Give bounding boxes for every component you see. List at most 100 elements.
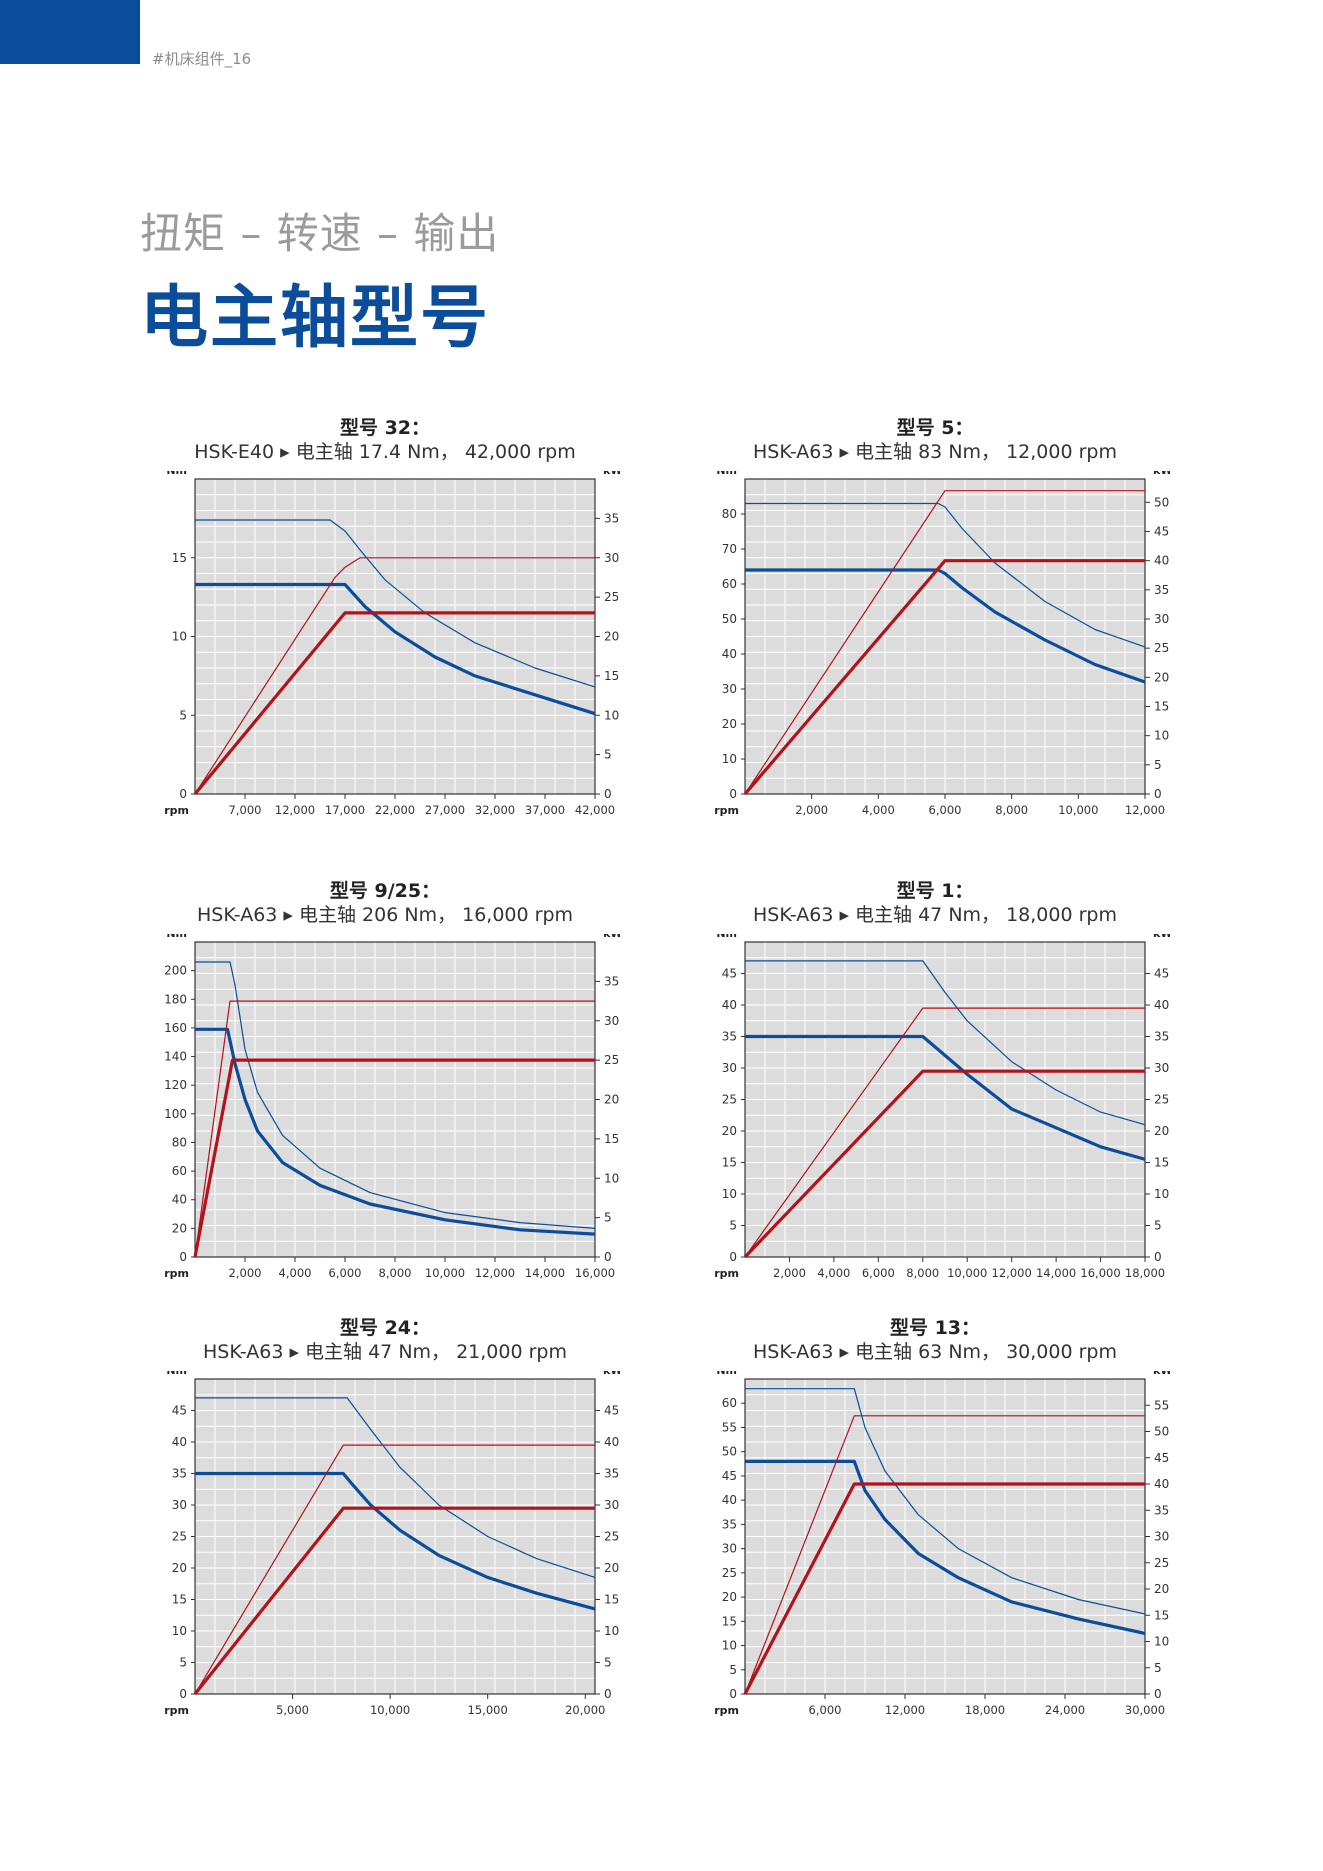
series-line-red-thick	[193, 611, 595, 796]
y-right-tick-label: 15	[1154, 1608, 1169, 1622]
series-line-blue-thin	[745, 1388, 1146, 1615]
x-tick-label: 4,000	[817, 1266, 850, 1280]
y-left-tick-label: 15	[172, 1593, 187, 1607]
y-right-tick-label: 0	[604, 1687, 612, 1701]
y-left-tick-label: 30	[722, 682, 737, 696]
grid	[195, 479, 595, 794]
x-tick-label: 12,000	[885, 1703, 925, 1717]
grid	[745, 942, 1145, 1257]
chart-subtitle: HSK-A63 ▸ 电主轴 83 Nm， 12,000 rpm	[753, 441, 1117, 463]
y-left-tick-label: 45	[722, 1469, 737, 1483]
y-right-tick-label: 55	[1154, 1398, 1169, 1412]
y-left-tick-label: 80	[722, 507, 737, 521]
y-left-tick-label: 50	[722, 612, 737, 626]
series-line-blue-thick	[745, 568, 1146, 684]
x-tick-label: 20,000	[565, 1703, 605, 1717]
y-right-tick-label: 15	[604, 669, 619, 683]
series-line-red-thin	[744, 1415, 1145, 1695]
x-axis-label: rpm	[164, 804, 189, 817]
y-left-tick-label: 10	[722, 752, 737, 766]
y-right-tick-label: 40	[1154, 1477, 1169, 1491]
x-tick-label: 12,000	[275, 803, 315, 817]
y-right-tick-label: 35	[1154, 1030, 1169, 1044]
y-right-tick-label: 20	[1154, 670, 1169, 684]
chart-title: 型号 32：	[339, 417, 431, 439]
y-left-tick-label: 5	[729, 1219, 737, 1233]
y-left-axis-label: Nm	[166, 1371, 187, 1377]
x-tick-label: 30,000	[1125, 1703, 1165, 1717]
y-right-tick-label: 30	[1154, 1530, 1169, 1544]
y-left-tick-label: 180	[164, 992, 187, 1006]
x-tick-label: 12,000	[475, 1266, 515, 1280]
y-left-tick-label: 15	[722, 1614, 737, 1628]
x-tick-label: 32,000	[475, 803, 515, 817]
x-tick-label: 12,000	[992, 1266, 1032, 1280]
y-right-axis-label: kW	[603, 471, 620, 477]
x-tick-label: 5,000	[276, 1703, 309, 1717]
y-left-tick-label: 60	[172, 1164, 187, 1178]
x-tick-label: 18,000	[1125, 1266, 1165, 1280]
y-left-tick-label: 0	[729, 1687, 737, 1701]
chart-title: 型号 9/25：	[329, 880, 441, 902]
y-right-tick-label: 0	[1154, 787, 1162, 801]
x-tick-label: 2,000	[795, 803, 828, 817]
x-tick-label: 2,000	[229, 1266, 262, 1280]
x-tick-label: 16,000	[1080, 1266, 1120, 1280]
grid	[195, 1379, 595, 1694]
y-left-tick-label: 45	[722, 967, 737, 981]
series-line-blue-thin	[195, 1397, 596, 1578]
y-right-tick-label: 5	[1154, 758, 1162, 772]
y-left-axis-label: Nm	[166, 471, 187, 477]
series-line-red-thick	[743, 559, 1145, 796]
y-right-tick-label: 5	[1154, 1661, 1162, 1675]
y-left-tick-label: 30	[722, 1061, 737, 1075]
y-left-tick-label: 0	[179, 787, 187, 801]
y-left-tick-label: 35	[722, 1030, 737, 1044]
grid	[195, 942, 595, 1257]
series-line-blue-thick	[195, 582, 596, 716]
x-tick-label: 10,000	[425, 1266, 465, 1280]
y-right-tick-label: 20	[604, 1561, 619, 1575]
y-left-tick-label: 0	[729, 787, 737, 801]
series-line-red-thick	[743, 1482, 1145, 1695]
y-left-axis-label: Nm	[166, 934, 187, 940]
y-right-tick-label: 15	[604, 1132, 619, 1146]
y-left-tick-label: 60	[722, 1396, 737, 1410]
y-right-tick-label: 45	[1154, 1451, 1169, 1465]
x-tick-label: 12,000	[1125, 803, 1165, 817]
y-left-tick-label: 0	[179, 1250, 187, 1264]
x-tick-label: 4,000	[862, 803, 895, 817]
chart-model-24: 型号 24： HSK-A63 ▸ 电主轴 47 Nm， 21,000 rpm 0…	[150, 1313, 620, 1733]
y-right-tick-label: 0	[1154, 1687, 1162, 1701]
y-left-tick-label: 30	[172, 1498, 187, 1512]
y-left-tick-label: 35	[722, 1517, 737, 1531]
y-right-tick-label: 45	[1154, 967, 1169, 981]
chart-title: 型号 1：	[896, 880, 974, 902]
chart-svg: 0 5 10 15 0 5 10 15 20 25 30 35 7,000 12,000 17,000 22,…	[164, 471, 620, 817]
y-right-tick-label: 25	[1154, 1093, 1169, 1107]
chart-svg: 0 20 40 60 80 100 120 140 160 180 200 0 5 10 15 20 25 30 3…	[164, 934, 620, 1280]
y-right-tick-label: 35	[604, 1467, 619, 1481]
series-line-blue-thick	[745, 1034, 1146, 1161]
x-tick-label: 8,000	[995, 803, 1028, 817]
y-right-tick-label: 35	[1154, 583, 1169, 597]
y-right-tick-label: 45	[1154, 525, 1169, 539]
series-line-red-thin	[744, 1007, 1145, 1258]
y-right-tick-label: 25	[604, 1053, 619, 1067]
y-left-tick-label: 5	[179, 708, 187, 722]
y-right-tick-label: 30	[604, 551, 619, 565]
x-tick-label: 18,000	[965, 1703, 1005, 1717]
x-tick-label: 10,000	[370, 1703, 410, 1717]
y-left-axis-label: Nm	[716, 1371, 737, 1377]
series-line-blue-thin	[195, 519, 596, 688]
x-tick-label: 6,000	[862, 1266, 895, 1280]
y-right-tick-label: 20	[604, 1093, 619, 1107]
y-left-tick-label: 20	[722, 1124, 737, 1138]
y-right-tick-label: 10	[604, 708, 619, 722]
x-tick-label: 42,000	[575, 803, 615, 817]
x-axis-label: rpm	[714, 804, 739, 817]
y-right-tick-label: 25	[1154, 641, 1169, 655]
y-right-tick-label: 0	[604, 1250, 612, 1264]
y-right-tick-label: 40	[1154, 998, 1169, 1012]
y-right-axis-label: kW	[1153, 934, 1170, 940]
